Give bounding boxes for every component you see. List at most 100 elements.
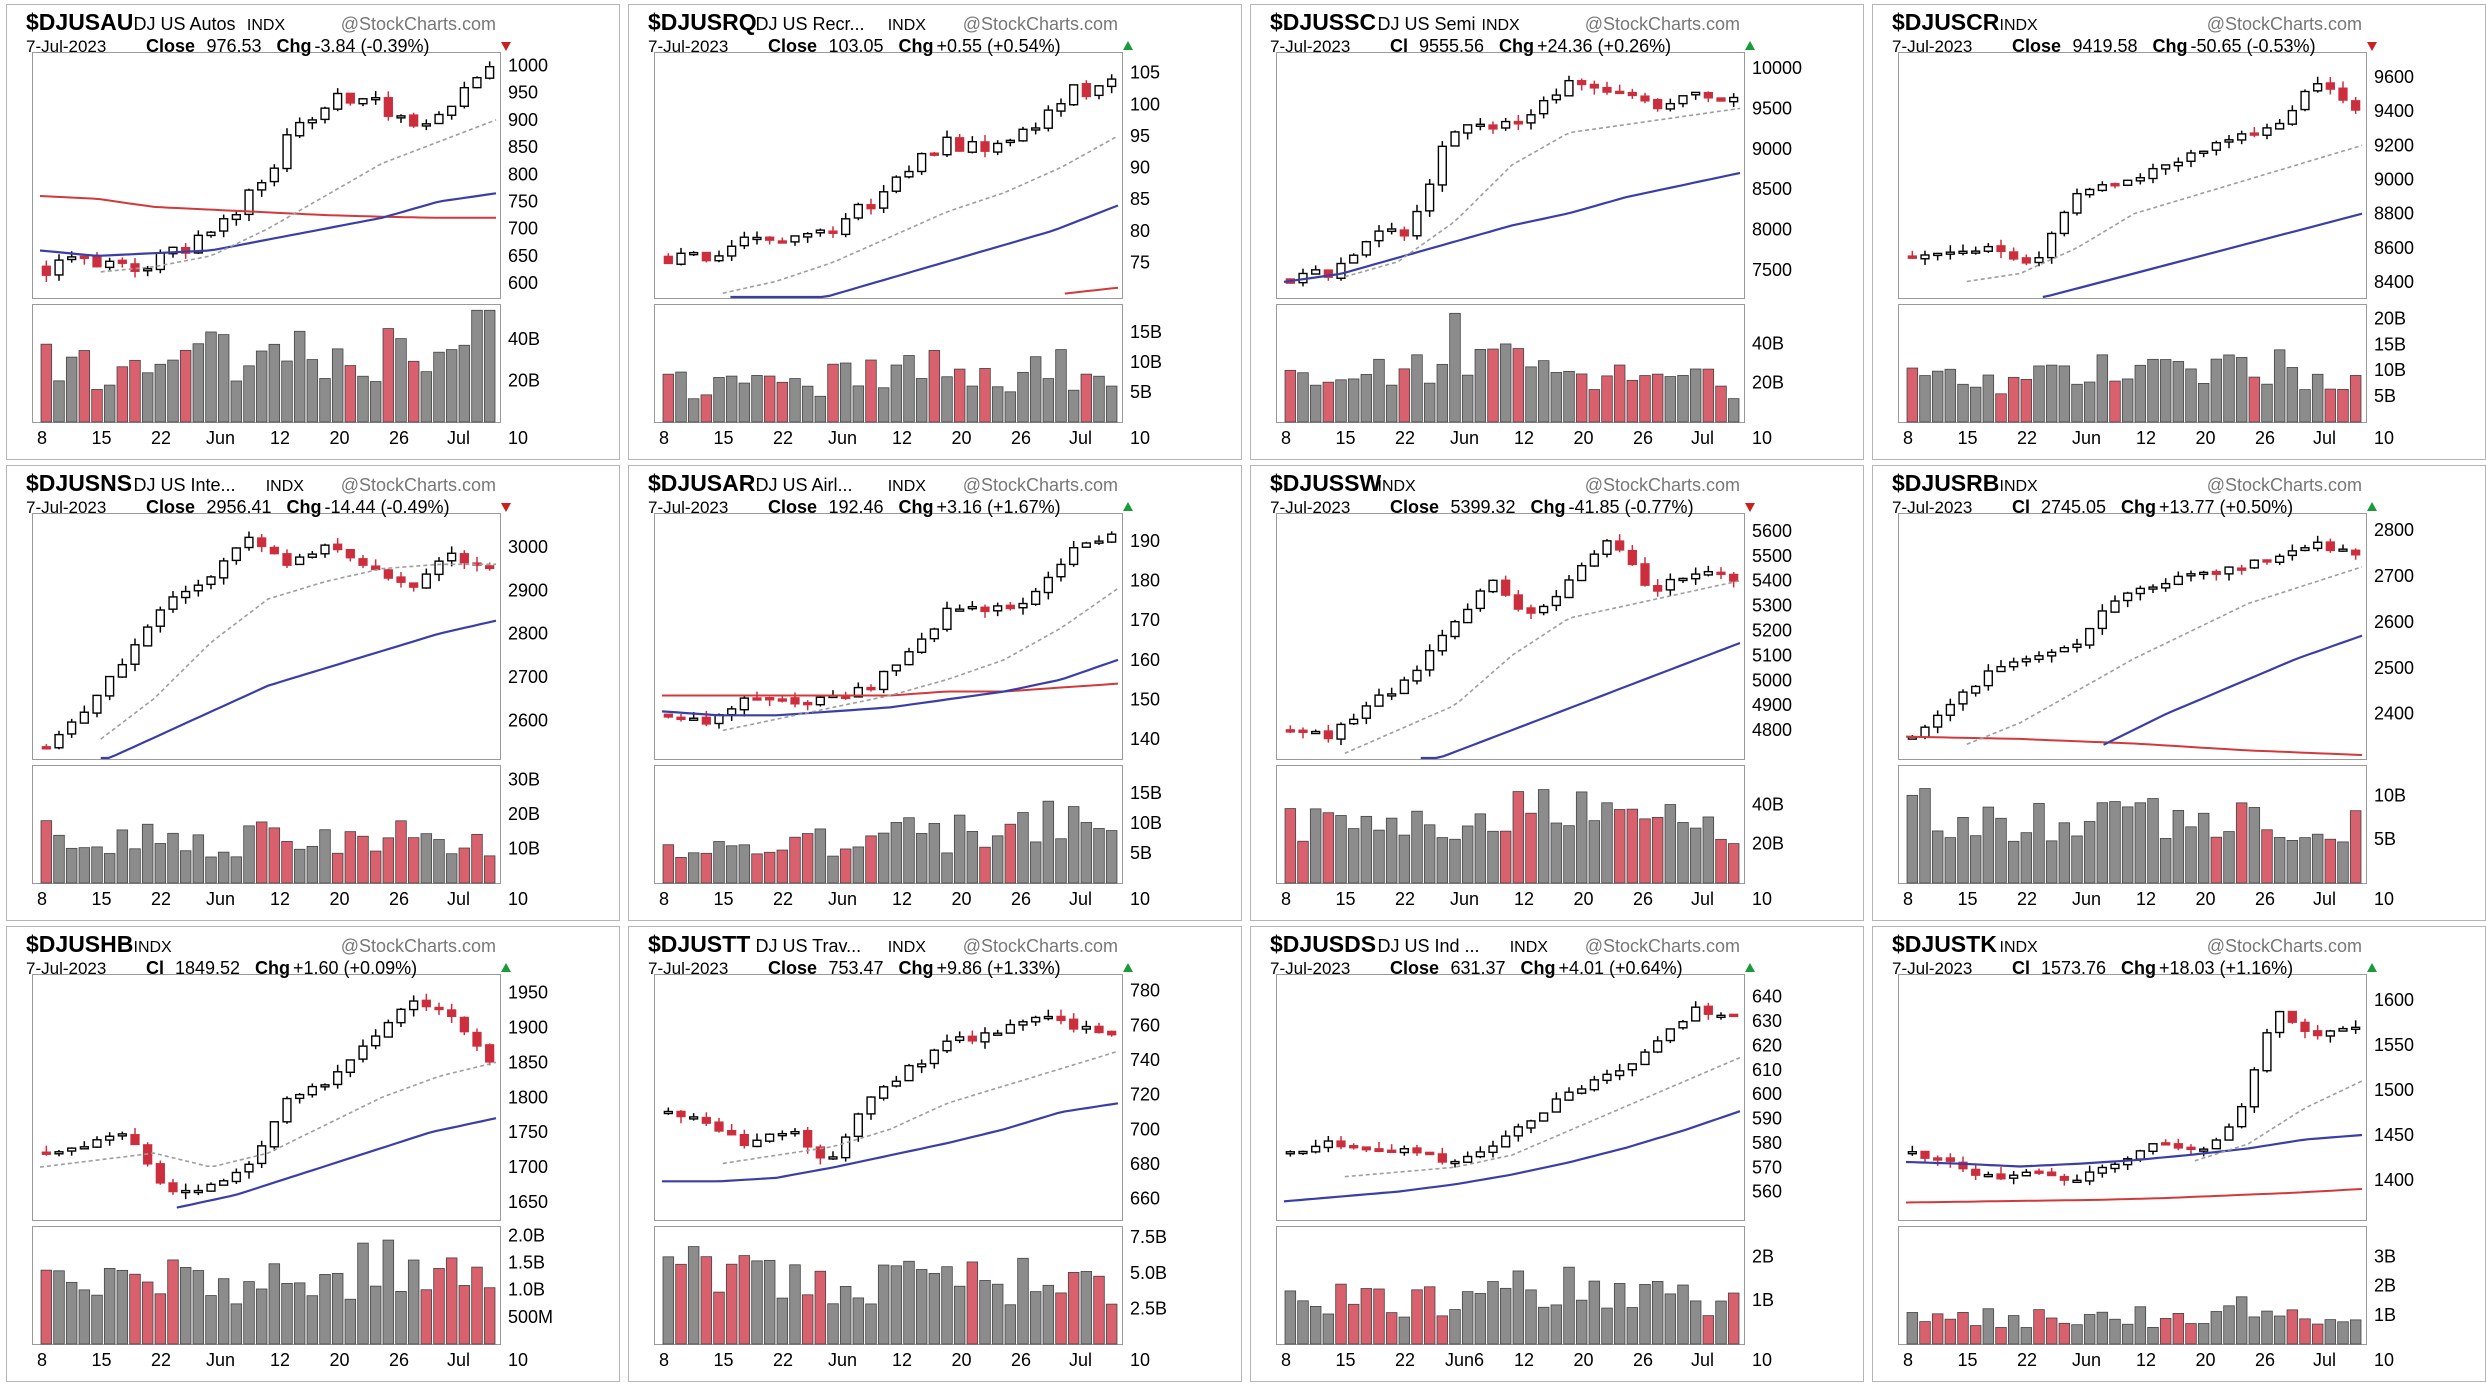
candle <box>739 231 749 250</box>
price-tick-label: 85 <box>1130 189 1150 209</box>
volume-bar <box>852 846 865 884</box>
candle <box>1031 587 1041 606</box>
candle <box>206 230 216 238</box>
candle <box>2199 1146 2209 1157</box>
volume-bar <box>928 350 941 423</box>
chart-panel-djusar[interactable]: $DJUSAR DJ US Airl... INDX @StockCharts.com… <box>628 465 1242 921</box>
candle <box>853 1112 863 1142</box>
candle <box>1043 105 1053 132</box>
volume-bar <box>1004 391 1017 423</box>
volume-bar <box>1601 802 1613 884</box>
chart-panel-djusrq[interactable]: $DJUSRQ DJ US Recr... INDX @StockCharts.com… <box>628 4 1242 460</box>
candle <box>777 237 787 244</box>
candle <box>2123 179 2133 187</box>
volume-bar <box>1029 356 1042 423</box>
volume-plot-area <box>654 765 1123 884</box>
candle <box>891 664 901 677</box>
chart-panel-djuscr[interactable]: $DJUSCR INDX @StockCharts.com 7-Jul-2023 Clo… <box>1872 4 2486 460</box>
volume-bar <box>1995 1327 2007 1345</box>
candle <box>1907 1145 1917 1156</box>
close-label: Cl <box>2012 497 2030 517</box>
candle <box>1437 1147 1447 1165</box>
chart-panel-djustk[interactable]: $DJUSTK INDX @StockCharts.com 7-Jul-2023 Cl 1… <box>1872 926 2486 1382</box>
candle <box>447 105 457 120</box>
price-plot-area <box>32 974 501 1221</box>
candle <box>459 550 469 570</box>
chart-panel-djusau[interactable]: $DJUSAU DJ US Autos INDX @StockCharts.com 7-… <box>6 4 620 460</box>
candle <box>320 543 330 558</box>
x-tick-label: 22 <box>2017 1350 2037 1370</box>
candle <box>130 1128 140 1146</box>
candle <box>1933 710 1943 734</box>
candle <box>54 730 64 750</box>
volume-bar <box>1957 817 1969 884</box>
candle <box>1526 1119 1536 1134</box>
candle <box>1069 84 1079 106</box>
volume-bar <box>1626 379 1639 423</box>
chart-panel-djusns[interactable]: $DJUSNS DJ US Inte... INDX @StockCharts.com… <box>6 465 620 921</box>
x-tick-label: 10 <box>1752 1350 1772 1370</box>
volume-bar <box>1995 817 2007 884</box>
x-tick-label: 20 <box>329 1350 349 1370</box>
candle <box>396 114 406 123</box>
candle <box>117 658 127 678</box>
chart-panel-djusds[interactable]: $DJUSDS DJ US Ind ... INDX @StockCharts.com… <box>1250 926 1864 1382</box>
x-tick-label: 20 <box>951 428 971 448</box>
candle <box>396 1007 406 1028</box>
candle <box>2325 77 2335 95</box>
x-tick-label: 15 <box>1335 428 1355 448</box>
chart-panel-djushb[interactable]: $DJUSHB INDX @StockCharts.com 7-Jul-2023 Cl 1… <box>6 926 620 1382</box>
x-tick-label: 12 <box>2136 1350 2156 1370</box>
candle <box>2085 627 2095 649</box>
candle <box>1094 84 1104 100</box>
volume-bar <box>306 1295 319 1345</box>
candle <box>358 97 368 107</box>
volume-tick-label: 15B <box>1130 783 1162 803</box>
candle <box>1653 1036 1663 1054</box>
close-value: 976.53 <box>207 36 262 56</box>
volume-bar <box>1385 817 1398 884</box>
volume-tick-label: 40B <box>508 329 540 349</box>
candle <box>383 568 393 581</box>
volume-bar <box>1639 375 1651 423</box>
candle <box>1107 531 1117 543</box>
chart-panel-djustt[interactable]: $DJUSTT DJ US Trav... INDX @StockCharts.com… <box>628 926 1242 1382</box>
symbol-title: $DJUSHB <box>26 931 133 957</box>
volume-bar <box>979 368 991 423</box>
chg-label: Chg <box>899 497 934 517</box>
candle <box>917 632 927 654</box>
watermark: @StockCharts.com <box>963 475 1118 495</box>
volume-bar <box>827 855 839 884</box>
candle <box>2262 123 2272 140</box>
candle <box>828 226 838 238</box>
x-tick-label: 26 <box>2255 1350 2275 1370</box>
candle <box>2300 89 2310 112</box>
chart-panel-djussc[interactable]: $DJUSSC DJ US Semi INDX @StockCharts.com 7-J… <box>1250 4 1864 460</box>
volume-bar <box>2083 821 2096 884</box>
price-plot-area <box>32 52 501 299</box>
x-tick-label: 12 <box>892 428 912 448</box>
volume-bar <box>1284 369 1297 423</box>
candle <box>2097 1164 2107 1178</box>
candle <box>1336 722 1346 746</box>
x-tick-label: 10 <box>1130 1350 1150 1370</box>
x-tick-label: 26 <box>1011 1350 1031 1370</box>
chart-svg: $DJUSNS DJ US Inte... INDX @StockCharts.com… <box>6 465 620 921</box>
watermark: @StockCharts.com <box>341 14 496 34</box>
candle <box>1678 1019 1688 1030</box>
volume-tick-label: 1.0B <box>508 1280 545 1300</box>
candle <box>1031 122 1041 135</box>
candle <box>1463 124 1473 140</box>
volume-bar <box>1626 1307 1639 1345</box>
volume-tick-label: 5B <box>2374 386 2396 406</box>
chart-panel-djussw[interactable]: $DJUSSW INDX @StockCharts.com 7-Jul-2023 Clo… <box>1250 465 1864 921</box>
candle <box>1577 1085 1587 1095</box>
candle <box>472 76 482 89</box>
volume-bar <box>2071 383 2083 423</box>
volume-bar <box>2223 1305 2235 1345</box>
price-tick-label: 8000 <box>1752 219 1792 239</box>
volume-bar <box>675 371 687 423</box>
chart-panel-djusrb[interactable]: $DJUSRB INDX @StockCharts.com 7-Jul-2023 Cl 2… <box>1872 465 2486 921</box>
volume-bar <box>1588 1280 1601 1345</box>
volume-bar <box>801 833 814 884</box>
